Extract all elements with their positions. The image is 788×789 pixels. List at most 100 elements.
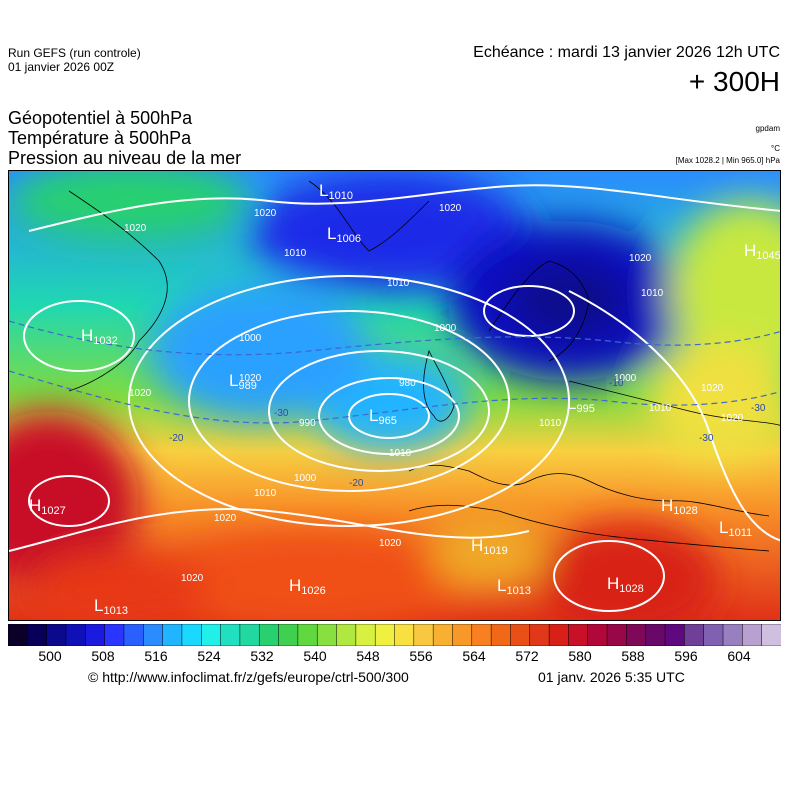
- isobar-label: 1010: [254, 488, 277, 499]
- color-scale-tick: 588: [621, 648, 645, 664]
- coastlines: [68, 180, 780, 552]
- isobar-label: 1020: [124, 223, 147, 234]
- color-scale-swatch: [587, 624, 608, 646]
- isotherm-label: -10: [609, 378, 624, 389]
- color-scale-swatch: [548, 624, 570, 646]
- run-title: Run GEFS (run controle): [8, 46, 141, 60]
- color-scale-labels: 500 508 516 524 532 540 548 556 564 572 580 588 596 6…: [8, 648, 781, 666]
- color-scale-swatch: [432, 624, 454, 646]
- isotherm-labels: -30 -20 -20 -30 -10 -30: [169, 378, 766, 489]
- isobar-label: 1020: [629, 253, 652, 264]
- field-blobs: [9, 171, 780, 620]
- color-scale-swatch: [471, 624, 492, 646]
- isobar-label: 1000: [294, 473, 317, 484]
- color-scale-swatch: [722, 624, 744, 646]
- isotherm-label: -30: [751, 403, 766, 414]
- color-scale-tick: 532: [250, 648, 274, 664]
- isobar-label: 1020: [439, 203, 462, 214]
- isotherm-label: -30: [274, 408, 289, 419]
- copyright-url[interactable]: © http://www.infoclimat.fr/z/gefs/europe…: [88, 669, 409, 685]
- isobar-labels: 1020 1020 1010 1020 1010 1020 1000 1010 1000 980 9…: [124, 203, 744, 584]
- unit-celsius: °C: [771, 144, 780, 153]
- color-scale-swatch: [27, 624, 48, 646]
- color-scale-tick: 572: [515, 648, 539, 664]
- color-scale-tick: 556: [409, 648, 433, 664]
- isobar-label: 1000: [239, 333, 262, 344]
- color-scale-swatch: [452, 624, 473, 646]
- color-scale-swatch: [703, 624, 724, 646]
- color-scale-swatch: [278, 624, 299, 646]
- color-scale-tick: 540: [303, 648, 327, 664]
- color-scale-tick: 508: [91, 648, 115, 664]
- color-scale-tick: 548: [356, 648, 380, 664]
- color-scale-swatch: [645, 624, 666, 646]
- color-scale-tick: 604: [727, 648, 751, 664]
- color-scale-swatch: [413, 624, 434, 646]
- param-pressure: Pression au niveau de la mer: [8, 148, 242, 168]
- isotherm-label: -30: [699, 433, 714, 444]
- isobar-label: 1010: [641, 288, 664, 299]
- color-scale-tick: 516: [144, 648, 168, 664]
- color-scale-tick: 524: [197, 648, 221, 664]
- color-scale-swatch: [510, 624, 531, 646]
- color-scale-swatch: [606, 624, 628, 646]
- isobar-label: 1010: [387, 278, 410, 289]
- forecast-valid-time: Echéance : mardi 13 janvier 2026 12h UTC: [473, 44, 780, 61]
- isobar-label: 1010: [389, 448, 412, 459]
- isobar-label: 1020: [254, 208, 277, 219]
- color-scale-swatch: [664, 624, 686, 646]
- color-scale-swatch: [374, 624, 396, 646]
- generation-date: 01 janv. 2026 5:35 UTC: [538, 669, 685, 685]
- isobar-label: 1000: [614, 373, 637, 384]
- color-scale-swatch: [394, 624, 415, 646]
- param-geopotential: Géopotentiel à 500hPa: [8, 108, 193, 128]
- color-scale-swatch: [46, 624, 67, 646]
- isobar-label: 1020: [379, 538, 402, 549]
- isobar-label: 990: [299, 418, 316, 429]
- color-scale-swatch: [162, 624, 183, 646]
- color-scale-swatch: [490, 624, 512, 646]
- color-scale-tick: 596: [674, 648, 698, 664]
- isotherm-label: -20: [349, 478, 364, 489]
- color-scale-swatch: [684, 624, 705, 646]
- color-scale-tick: 564: [462, 648, 486, 664]
- color-scale-swatch: [258, 624, 280, 646]
- weather-map: L1010 L1006 H1045 H1032 L989 L965 L995 H1027 H10…: [8, 170, 781, 621]
- isotherms: [9, 320, 780, 424]
- isobar-label: 1020: [181, 573, 204, 584]
- color-scale-tick: 500: [38, 648, 62, 664]
- unit-pressure-range: [Max 1028.2 | Min 965.0] hPa: [675, 156, 780, 165]
- color-scale-swatch: [529, 624, 550, 646]
- color-scale-swatch: [355, 624, 376, 646]
- color-scale-swatch: [181, 624, 202, 646]
- color-scale-swatch: [568, 624, 589, 646]
- color-scale-swatch: [239, 624, 260, 646]
- color-scale-swatch: [123, 624, 145, 646]
- isobar-label: 1010: [284, 248, 307, 259]
- isobar-label: 1000: [434, 323, 457, 334]
- isobar-label: 1020: [239, 373, 262, 384]
- color-scale-tick: 580: [568, 648, 592, 664]
- color-scale-swatch: [65, 624, 87, 646]
- param-temperature: Température à 500hPa: [8, 128, 192, 148]
- color-scale-swatch: [626, 624, 647, 646]
- color-scale-swatch: [143, 624, 164, 646]
- color-scale-swatch: [761, 624, 781, 646]
- color-scale-swatch: [316, 624, 338, 646]
- color-scale-bar: [8, 624, 781, 646]
- isobar-label: 1010: [539, 418, 562, 429]
- color-scale-swatch: [336, 624, 357, 646]
- isobars: [9, 184, 780, 612]
- isobar-label: 1010: [649, 403, 672, 414]
- color-scale-swatch: [8, 624, 29, 646]
- isobar-label: 980: [399, 378, 416, 389]
- run-date: 01 janvier 2026 00Z: [8, 60, 115, 74]
- isobar-label: 1020: [721, 413, 744, 424]
- unit-gpdam: gpdam: [755, 124, 780, 133]
- color-scale-swatch: [85, 624, 106, 646]
- color-scale-swatch: [742, 624, 763, 646]
- color-scale-swatch: [220, 624, 241, 646]
- color-scale-swatch: [201, 624, 222, 646]
